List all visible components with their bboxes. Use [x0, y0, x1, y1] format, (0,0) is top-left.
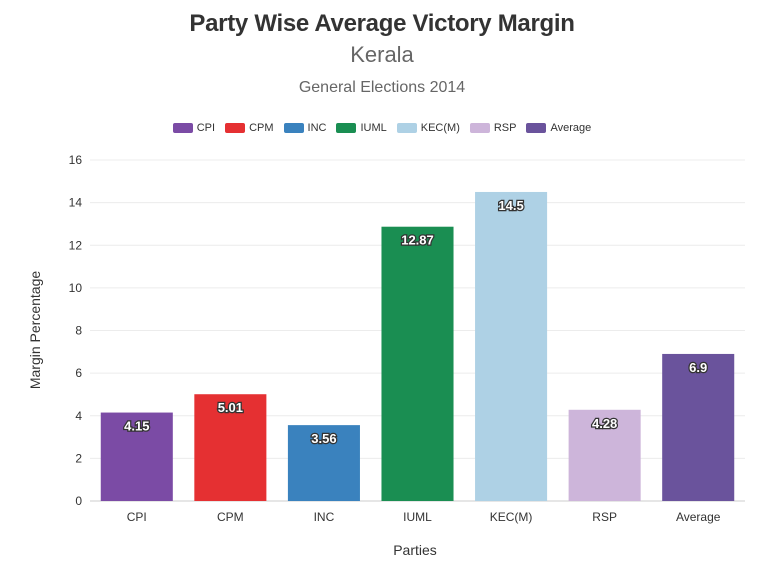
y-tick-label: 8 — [75, 324, 82, 338]
legend-item[interactable]: INC — [283, 122, 327, 134]
y-tick-label: 14 — [69, 196, 83, 210]
bar[interactable] — [100, 412, 173, 501]
bar-value-label: 6.9 — [689, 360, 707, 375]
legend-label: CPI — [196, 122, 216, 134]
legend-swatch — [283, 123, 304, 133]
legend-swatch — [225, 123, 246, 133]
y-tick-label: 4 — [75, 409, 82, 423]
legend-item[interactable]: CPM — [225, 122, 274, 134]
y-tick-label: 2 — [75, 451, 82, 465]
legend-swatch — [526, 123, 547, 133]
legend-swatch — [469, 123, 490, 133]
bar-value-label: 4.28 — [592, 416, 617, 431]
x-axis-title: Parties — [393, 542, 437, 558]
legend-swatch — [396, 123, 417, 133]
y-tick-label: 12 — [69, 238, 83, 252]
legend-item[interactable]: Average — [526, 122, 591, 134]
y-tick-label: 10 — [69, 281, 83, 295]
legend-label: Average — [550, 122, 592, 134]
y-tick-label: 6 — [75, 366, 82, 380]
bar-value-label: 4.15 — [124, 419, 149, 434]
y-tick-label: 16 — [69, 153, 83, 167]
legend-label: IUML — [360, 122, 387, 134]
bar[interactable] — [381, 226, 454, 501]
bar[interactable] — [662, 353, 735, 501]
legend-label: CPM — [249, 122, 274, 134]
x-tick-label: INC — [314, 510, 335, 524]
bar-value-label: 12.87 — [401, 233, 434, 248]
bar[interactable] — [194, 394, 267, 501]
bar[interactable] — [287, 425, 360, 501]
chart-title: Party Wise Average Victory Margin — [189, 10, 575, 37]
x-tick-label: CPI — [127, 510, 147, 524]
bar-value-label: 5.01 — [218, 400, 243, 415]
y-axis-title: Margin Percentage — [27, 271, 43, 390]
legend-item[interactable]: RSP — [469, 122, 517, 134]
legend-swatch — [172, 123, 193, 133]
chart-legend: CPI CPM INC IUML KEC(M) RSP Average — [0, 122, 764, 134]
y-tick-label: 0 — [75, 494, 82, 508]
x-tick-label: IUML — [403, 510, 432, 524]
x-tick-label: CPM — [217, 510, 244, 524]
legend-item[interactable]: IUML — [336, 122, 387, 134]
chart-subtitle: Kerala — [350, 42, 414, 67]
x-tick-label: RSP — [592, 510, 617, 524]
bar[interactable] — [568, 409, 641, 501]
x-tick-label: KEC(M) — [490, 510, 533, 524]
legend-item[interactable]: KEC(M) — [396, 122, 460, 134]
legend-item[interactable]: CPI — [172, 122, 216, 134]
bar[interactable] — [475, 191, 548, 501]
legend-label: INC — [307, 122, 327, 134]
x-axis-ticks: CPI CPM INC IUML KEC(M) RSP Average — [127, 510, 721, 524]
legend-label: RSP — [493, 122, 517, 134]
x-tick-label: Average — [676, 510, 721, 524]
bars: 4.15 5.01 3.56 12.87 14.5 4.28 6.9 — [100, 191, 735, 501]
chart-subtitle-secondary: General Elections 2014 — [298, 79, 466, 96]
bar-value-label: 14.5 — [498, 198, 523, 213]
y-axis-ticks: 0 2 4 6 8 10 12 14 16 — [69, 153, 83, 508]
bar-value-label: 3.56 — [311, 431, 336, 446]
legend-label: KEC(M) — [420, 122, 460, 134]
legend-swatch — [336, 123, 357, 133]
